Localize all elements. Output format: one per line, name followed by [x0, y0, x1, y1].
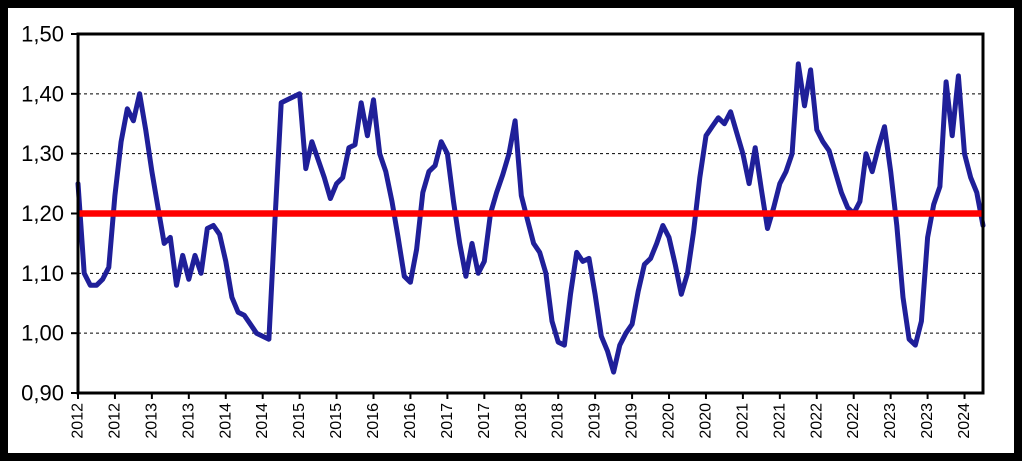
- x-axis-label: 2014: [217, 403, 234, 439]
- line-chart: 1,50 1,40 1,30 1,20 1,10 1,00 0,90 2012 2012 2013…: [21, 22, 986, 439]
- plot-border: [76, 32, 985, 395]
- y-axis-label: 1,10: [21, 261, 64, 286]
- x-axis-label: 2013: [180, 403, 197, 439]
- x-axis-label: 2014: [254, 403, 271, 439]
- x-axis-label: 2016: [402, 403, 419, 439]
- x-axis-label: 2020: [661, 403, 678, 439]
- x-axis-label: 2024: [956, 403, 973, 439]
- x-axis-label: 2015: [328, 403, 345, 439]
- x-axis-label: 2023: [919, 403, 936, 439]
- x-axis-label: 2013: [143, 403, 160, 439]
- y-axis-label: 1,20: [21, 201, 64, 226]
- x-axis-label: 2015: [291, 403, 308, 439]
- x-axis-label: 2019: [624, 403, 641, 439]
- x-axis-label: 2012: [106, 403, 123, 439]
- y-axis-label: 0,90: [21, 381, 64, 406]
- x-axis-label: 2017: [476, 403, 493, 439]
- x-axis-label: 2018: [513, 403, 530, 439]
- x-axis-label: 2012: [70, 403, 87, 439]
- x-axis-label: 2018: [550, 403, 567, 439]
- data-series-line: [75, 61, 986, 375]
- x-axis-label: 2021: [771, 403, 788, 439]
- x-axis-label: 2022: [845, 403, 862, 439]
- x-axis-label: 2020: [697, 403, 714, 439]
- x-axis-label: 2022: [808, 403, 825, 439]
- x-axis-label: 2017: [439, 403, 456, 439]
- y-axis-label: 1,00: [21, 321, 64, 346]
- x-axis-label: 2021: [734, 403, 751, 439]
- y-axis-label: 1,30: [21, 141, 64, 166]
- x-axis-label: 2019: [587, 403, 604, 439]
- x-axis-label: 2023: [882, 403, 899, 439]
- y-axis-label: 1,40: [21, 81, 64, 106]
- y-axis-label: 1,50: [21, 22, 64, 47]
- x-axis-label: 2016: [365, 403, 382, 439]
